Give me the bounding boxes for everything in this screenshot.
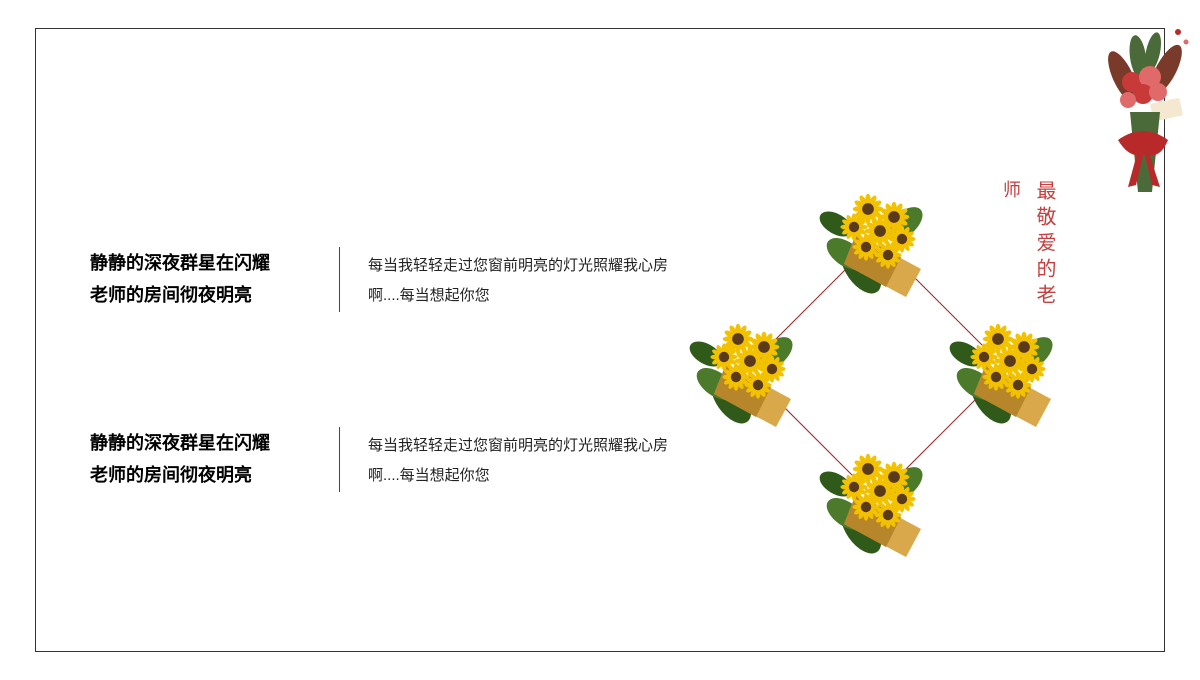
body-2: 每当我轻轻走过您窗前明亮的灯光照耀我心房啊....每当想起你您 <box>368 427 668 492</box>
vertical-text-left: 师 <box>998 180 1024 310</box>
bouquet-node-right <box>936 299 1076 439</box>
vertical-text-right: 最敬爱的老 <box>1030 180 1059 310</box>
title-2: 静静的深夜群星在闪耀 老师的房间彻夜明亮 <box>90 427 325 492</box>
text-block-1: 静静的深夜群星在闪耀 老师的房间彻夜明亮 每当我轻轻走过您窗前明亮的灯光照耀我心… <box>90 247 668 312</box>
title-1-line2: 老师的房间彻夜明亮 <box>90 279 325 311</box>
divider-1 <box>339 247 340 312</box>
bouquet-node-left <box>676 299 816 439</box>
title-1: 静静的深夜群星在闪耀 老师的房间彻夜明亮 <box>90 247 325 312</box>
title-1-line1: 静静的深夜群星在闪耀 <box>90 247 325 279</box>
slide-frame: 静静的深夜群星在闪耀 老师的房间彻夜明亮 每当我轻轻走过您窗前明亮的灯光照耀我心… <box>35 28 1165 652</box>
title-2-line1: 静静的深夜群星在闪耀 <box>90 427 325 459</box>
divider-2 <box>339 427 340 492</box>
body-1: 每当我轻轻走过您窗前明亮的灯光照耀我心房啊....每当想起你您 <box>368 247 668 312</box>
vertical-label-group: 师 最敬爱的老 <box>998 180 1175 310</box>
bouquet-node-top <box>806 169 946 309</box>
title-2-line2: 老师的房间彻夜明亮 <box>90 459 325 491</box>
text-block-2: 静静的深夜群星在闪耀 老师的房间彻夜明亮 每当我轻轻走过您窗前明亮的灯光照耀我心… <box>90 427 668 492</box>
bouquet-node-bottom <box>806 429 946 569</box>
